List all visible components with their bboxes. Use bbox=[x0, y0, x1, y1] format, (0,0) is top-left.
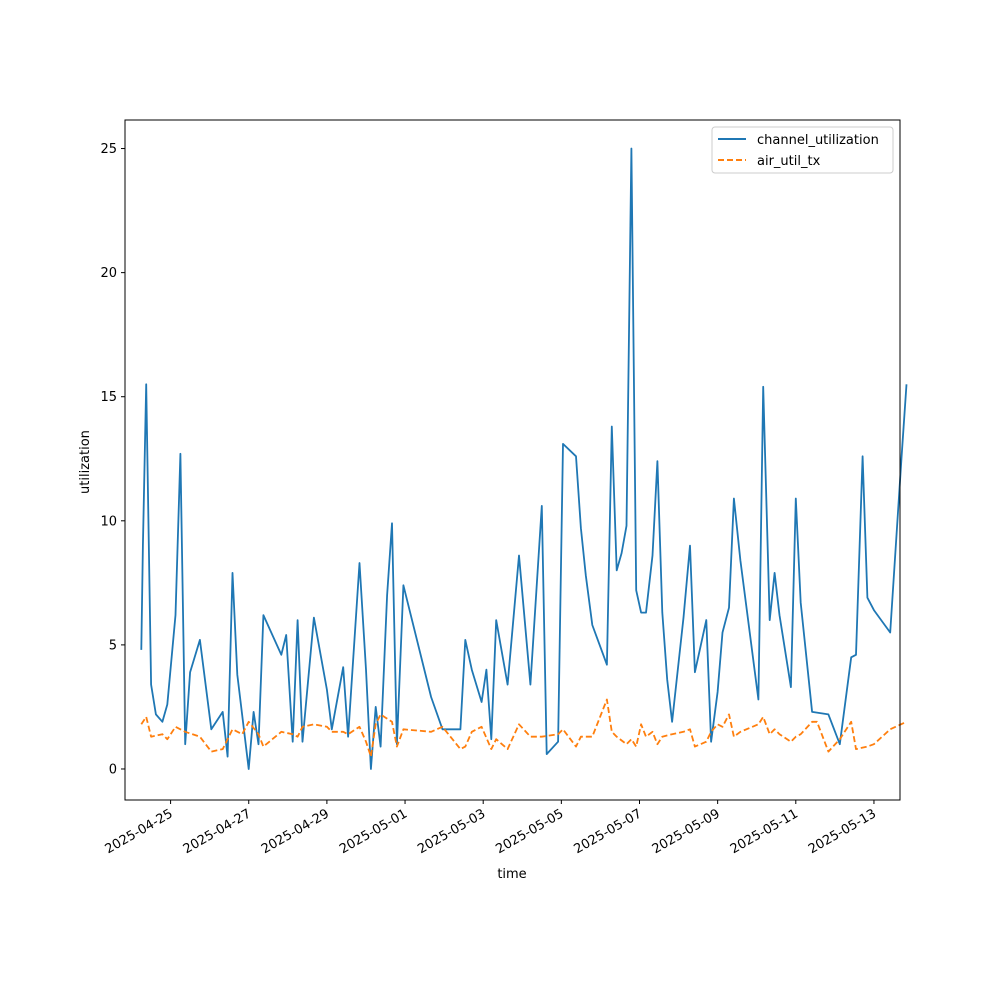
legend-label-channel-utilization: channel_utilization bbox=[757, 133, 879, 148]
series-line-channel-utilization bbox=[140, 147, 908, 770]
legend-label-air-util-tx: air_util_tx bbox=[757, 154, 821, 169]
y-tick-label: 10 bbox=[100, 514, 117, 529]
y-tick-label: 0 bbox=[109, 762, 117, 777]
legend-box bbox=[711, 126, 894, 174]
series-layer bbox=[140, 147, 908, 770]
legend: channel_utilization air_util_tx bbox=[711, 126, 894, 174]
y-tick-label: 20 bbox=[100, 266, 117, 281]
y-tick-label: 25 bbox=[100, 142, 117, 157]
y-tick-label: 5 bbox=[109, 638, 117, 653]
plot-frame bbox=[124, 119, 901, 801]
x-axis-label: time bbox=[497, 867, 526, 882]
series-line-air-util-tx bbox=[140, 698, 907, 758]
y-axis-ticks: 0 5 10 15 20 25 bbox=[100, 142, 125, 777]
y-tick-label: 15 bbox=[100, 390, 117, 405]
y-axis-label: utilization bbox=[78, 430, 93, 494]
